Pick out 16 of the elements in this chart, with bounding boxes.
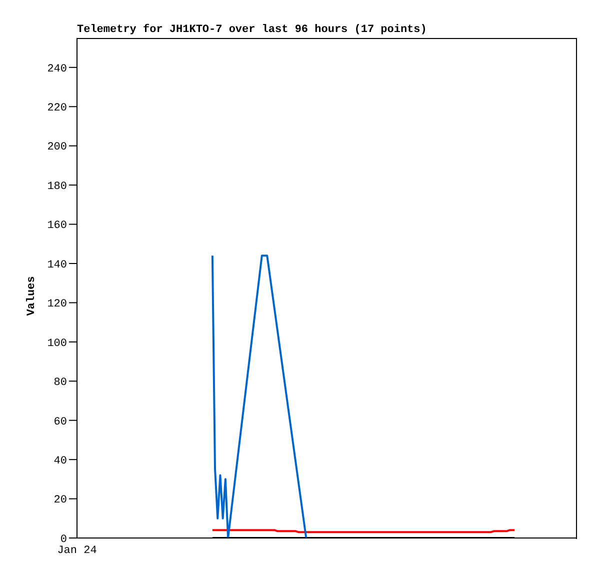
text: Jan 24 <box>57 545 97 557</box>
y-tick-label: 160 <box>47 220 67 232</box>
y-tick-label: 240 <box>47 63 67 76</box>
y-tick-label: 180 <box>47 180 67 193</box>
y-tick-label: 0 <box>60 534 67 546</box>
y-tick-label: 80 <box>54 377 67 390</box>
chart-title: Telemetry for JH1KTO-7 over last 96 hours (17 points) <box>77 24 427 36</box>
y-tick-label: 40 <box>54 455 67 468</box>
y-tick-label: 60 <box>54 416 67 428</box>
y-tick-label: 120 <box>47 298 67 311</box>
y-tick-label: 140 <box>47 259 67 272</box>
y-tick-label: 200 <box>47 142 67 154</box>
y-tick-label: 100 <box>47 338 67 350</box>
y-tick-label: 20 <box>54 494 67 507</box>
y-tick-label: 220 <box>47 102 67 115</box>
y-axis-title: Values <box>26 276 38 316</box>
